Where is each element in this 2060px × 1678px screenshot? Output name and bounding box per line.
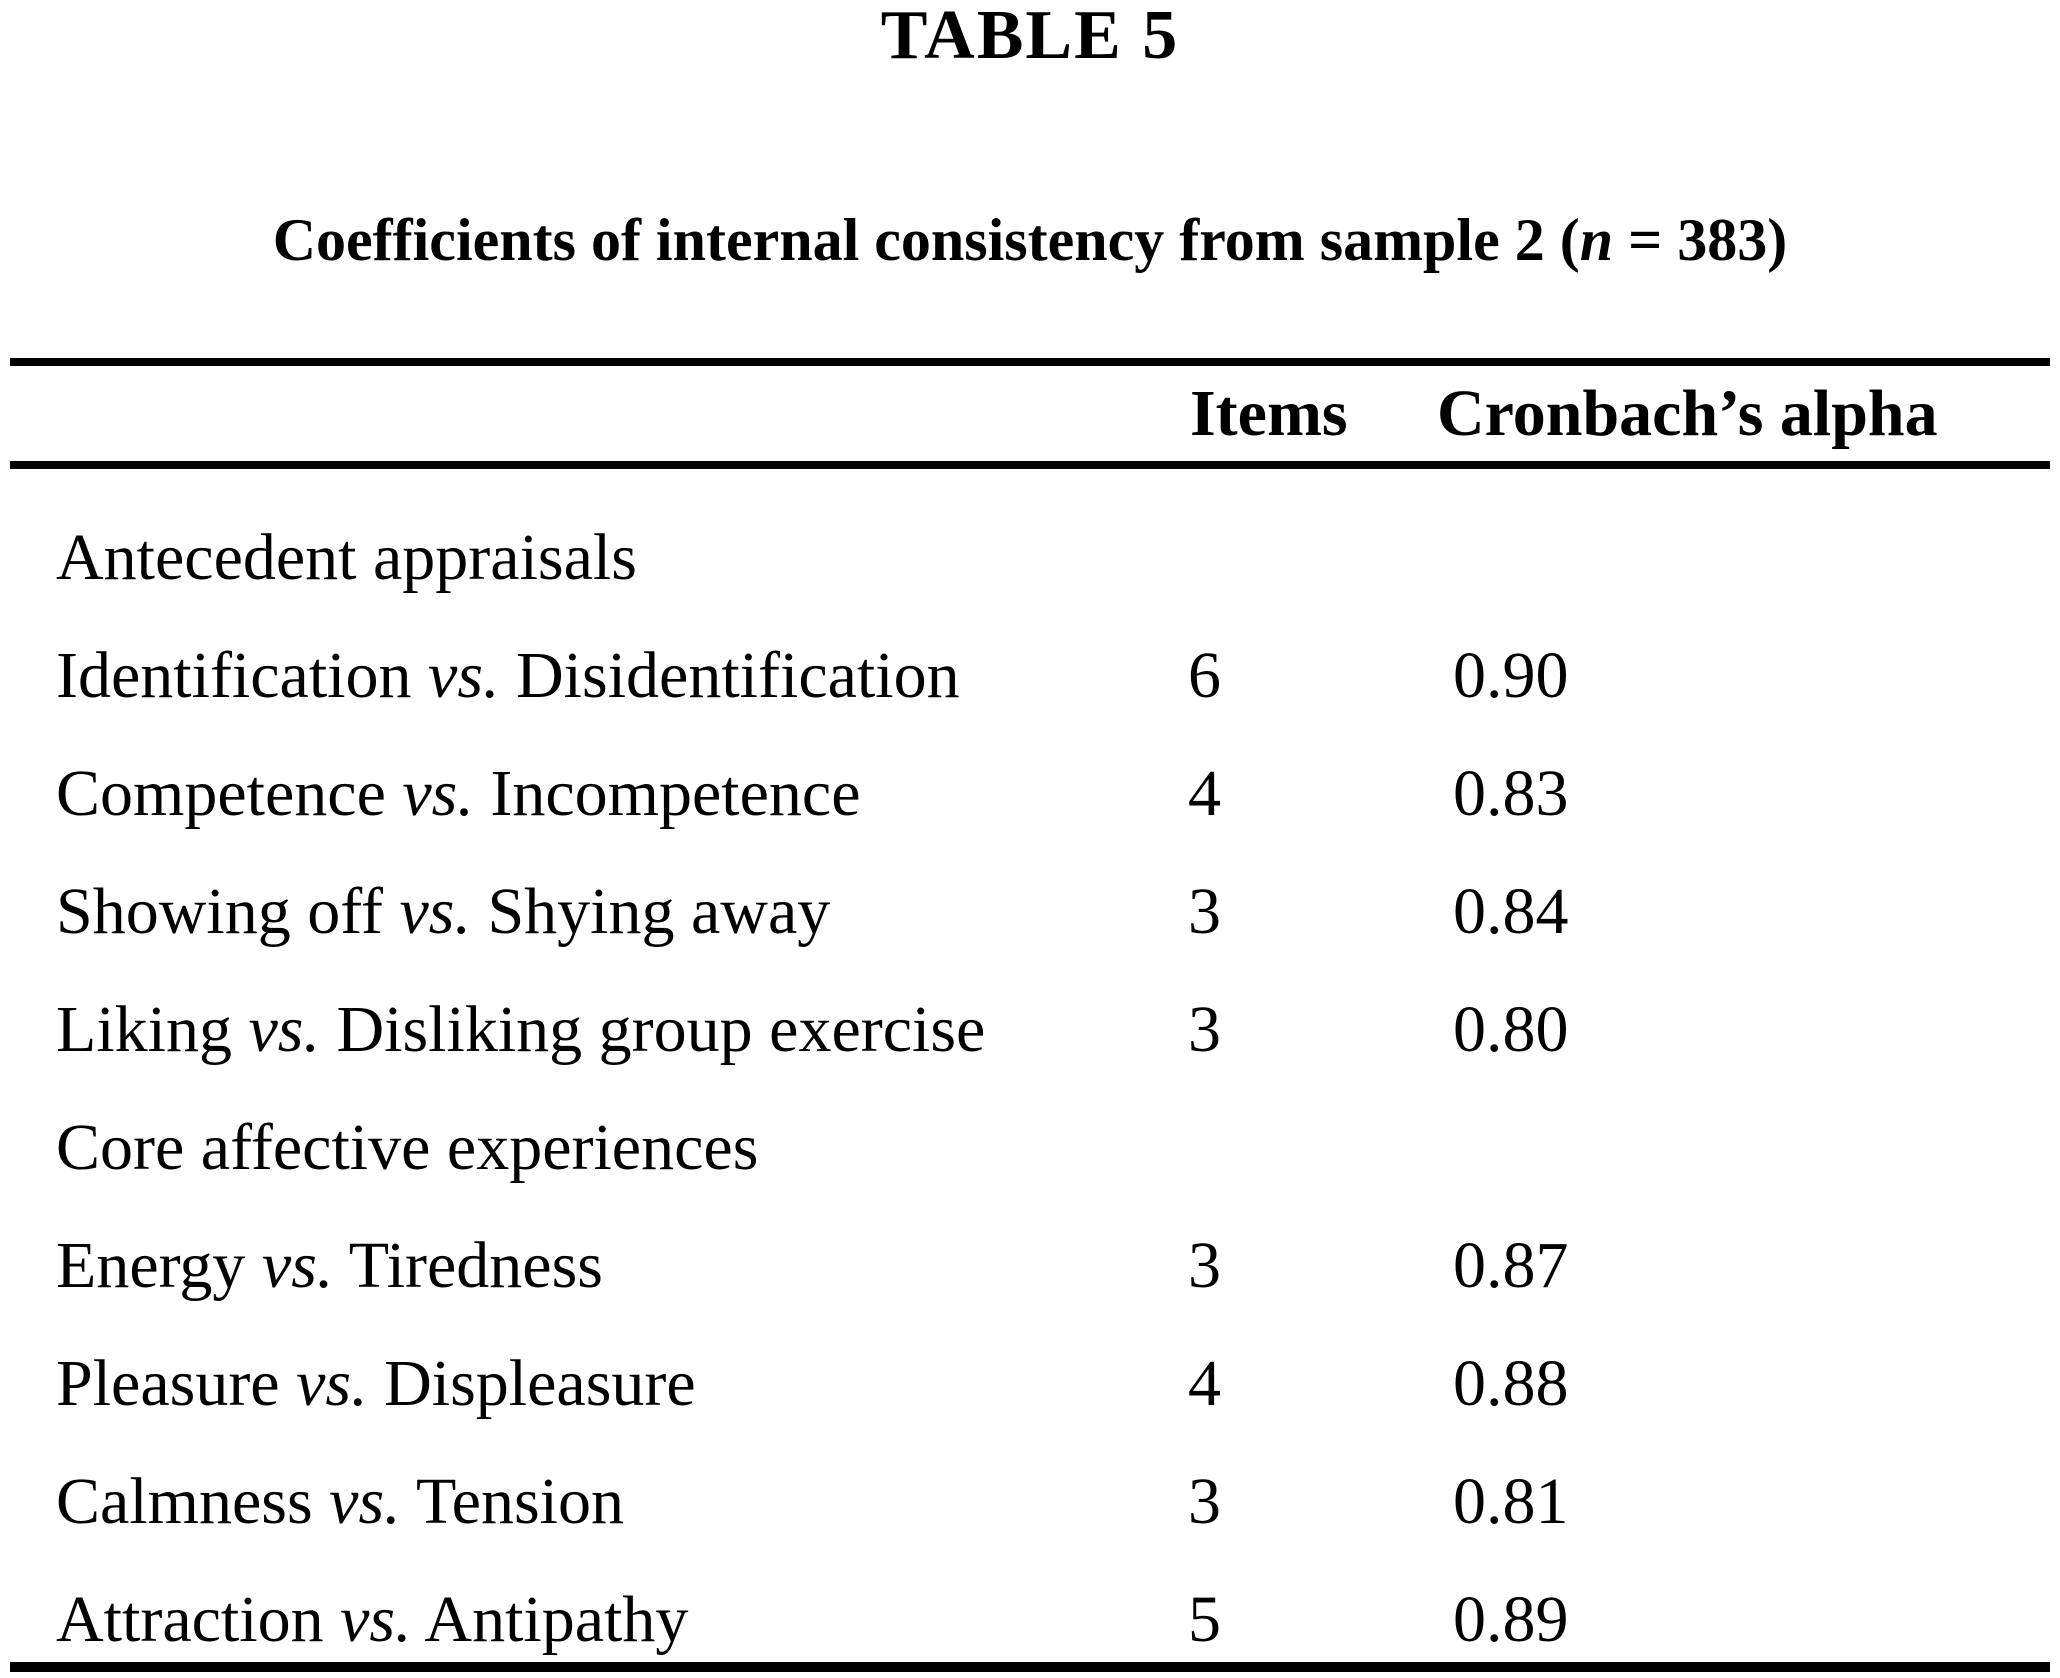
row-label: Energy vs. Tiredness: [0, 1228, 1188, 1304]
table-top-rule: [10, 358, 2050, 366]
row-label: Liking vs. Disliking group exercise: [0, 992, 1188, 1068]
row-label-text: Antecedent appraisals: [56, 521, 637, 594]
row-label-vs: vs.: [296, 1347, 368, 1420]
row-label-text: Tiredness: [333, 1229, 603, 1302]
row-label-text: Liking: [56, 993, 249, 1066]
items-value: 3: [1188, 1229, 1221, 1302]
items-value: 3: [1188, 875, 1221, 948]
alpha-value: 0.90: [1453, 639, 1569, 712]
table-body: Antecedent appraisals Identification vs.…: [0, 499, 2060, 1678]
row-label-text: Showing off: [56, 875, 400, 948]
row-label: Pleasure vs. Displeasure: [0, 1346, 1188, 1422]
table-bottom-rule: [10, 1662, 2050, 1672]
row-label-vs: vs.: [340, 1583, 412, 1656]
row-label-vs: vs.: [402, 757, 474, 830]
table-title-n-variable: n: [1579, 207, 1614, 273]
items-value: 3: [1188, 1465, 1221, 1538]
items-value: 4: [1188, 757, 1221, 830]
table-title: Coefficients of internal consistency fro…: [0, 195, 2060, 285]
items-value: 6: [1188, 639, 1221, 712]
table-number-heading: TABLE 5: [880, 0, 1180, 74]
row-label-text: Incompetence: [473, 757, 861, 830]
row-label: Competence vs. Incompetence: [0, 756, 1188, 832]
column-header-items: Items: [1190, 376, 1348, 450]
table-title-text: Coefficients of internal consistency fro…: [272, 207, 1580, 273]
row-label-text: Displeasure: [367, 1347, 696, 1420]
table-header-rule: [10, 461, 2050, 469]
row-label-text: Core affective experiences: [56, 1111, 759, 1184]
alpha-value: 0.84: [1453, 875, 1569, 948]
table-row-liking: Liking vs. Disliking group exercise 3 0.…: [0, 971, 2060, 1089]
table-row-attraction: Attraction vs. Antipathy 5 0.89: [0, 1561, 2060, 1678]
row-label: Antecedent appraisals: [0, 520, 1188, 596]
alpha-value: 0.83: [1453, 757, 1569, 830]
row-label-vs: vs.: [329, 1465, 401, 1538]
table-row-calmness: Calmness vs. Tension 3 0.81: [0, 1443, 2060, 1561]
table-row-section-antecedent-appraisals: Antecedent appraisals: [0, 499, 2060, 617]
row-label-text: Attraction: [56, 1583, 341, 1656]
row-label-vs: vs.: [261, 1229, 334, 1302]
table-row-section-core-affective-experiences: Core affective experiences: [0, 1089, 2060, 1207]
table-row-pleasure: Pleasure vs. Displeasure 4 0.88: [0, 1325, 2060, 1443]
row-label-text: Disidentification: [499, 639, 960, 712]
row-label-vs: vs.: [399, 875, 471, 948]
alpha-value: 0.88: [1453, 1347, 1569, 1420]
table-row-showing-off: Showing off vs. Shying away 3 0.84: [0, 853, 2060, 971]
row-label-text: Energy: [56, 1229, 262, 1302]
items-value: 4: [1188, 1347, 1221, 1420]
row-label: Core affective experiences: [0, 1110, 1188, 1186]
alpha-value: 0.87: [1453, 1229, 1569, 1302]
table-header-row: Items Cronbach’s alpha: [0, 366, 2060, 461]
row-label-text: Pleasure: [56, 1347, 297, 1420]
row-label: Identification vs. Disidentification: [0, 638, 1188, 714]
items-value: 3: [1188, 993, 1221, 1066]
items-value: 5: [1188, 1583, 1221, 1656]
table-row-energy: Energy vs. Tiredness 3 0.87: [0, 1207, 2060, 1325]
row-label-text: Shying away: [470, 875, 831, 948]
row-label-vs: vs.: [248, 993, 320, 1066]
row-label-text: Competence: [56, 757, 403, 830]
row-label-text: Antipathy: [411, 1583, 689, 1656]
table-row-identification: Identification vs. Disidentification 6 0…: [0, 617, 2060, 735]
table-title-suffix: = 383): [1613, 207, 1788, 273]
row-label: Showing off vs. Shying away: [0, 874, 1188, 950]
table-row-competence: Competence vs. Incompetence 4 0.83: [0, 735, 2060, 853]
row-label-text: Calmness: [56, 1465, 330, 1538]
alpha-value: 0.80: [1453, 993, 1569, 1066]
row-label-text: Tension: [400, 1465, 624, 1538]
row-label-vs: vs.: [428, 639, 500, 712]
column-header-cronbachs-alpha: Cronbach’s alpha: [1437, 376, 1938, 450]
row-label: Calmness vs. Tension: [0, 1464, 1188, 1540]
row-label-text: Identification: [56, 639, 429, 712]
row-label-text: Disliking group exercise: [319, 993, 986, 1066]
alpha-value: 0.89: [1453, 1583, 1569, 1656]
alpha-value: 0.81: [1453, 1465, 1569, 1538]
row-label: Attraction vs. Antipathy: [0, 1582, 1188, 1658]
